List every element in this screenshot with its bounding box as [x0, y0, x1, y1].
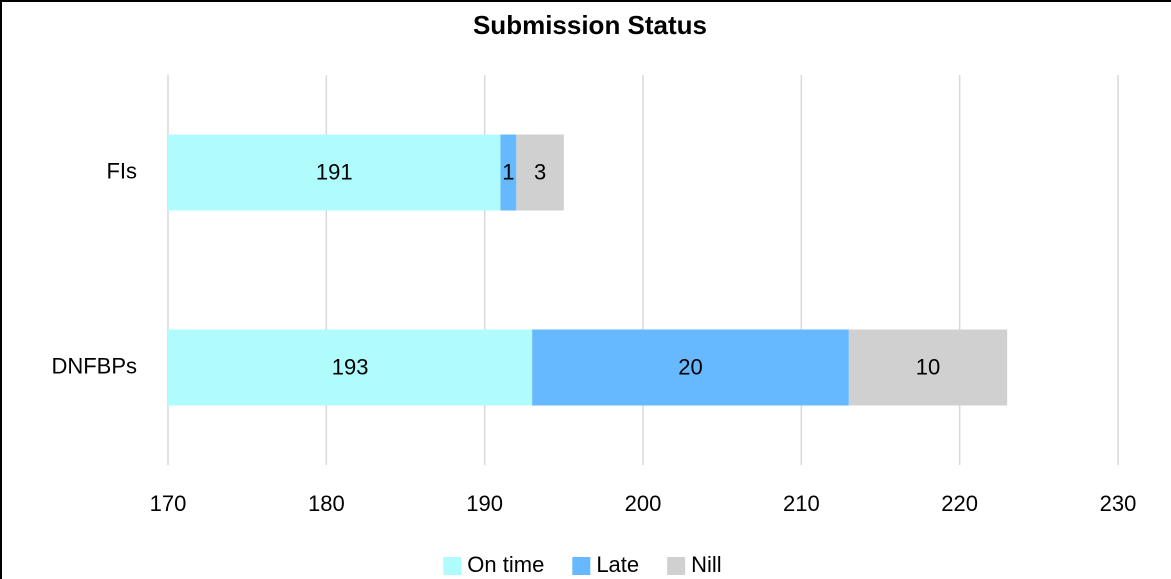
- data-label: 20: [678, 354, 702, 379]
- bar-segment: [516, 134, 564, 211]
- y-tick-label: FIs: [106, 158, 137, 183]
- x-tick-label: 220: [941, 491, 978, 516]
- legend-swatch: [667, 557, 686, 575]
- legend-swatch: [572, 557, 591, 575]
- bar-segment: [848, 329, 1008, 406]
- bar-segment: [168, 329, 533, 406]
- x-tick-label: 210: [783, 491, 820, 516]
- x-tick-label: 190: [466, 491, 503, 516]
- x-tick-label: 200: [625, 491, 662, 516]
- legend-label: Nill: [691, 552, 722, 577]
- bar-segment: [532, 329, 849, 406]
- data-label: 1: [502, 159, 514, 184]
- y-tick-label: DNFBPs: [51, 353, 137, 378]
- bar-segment: [500, 134, 517, 211]
- legend-label: On time: [467, 552, 544, 577]
- bar-segment: [168, 134, 501, 211]
- data-label: 3: [534, 159, 546, 184]
- data-label: 10: [916, 354, 940, 379]
- data-label: 191: [316, 159, 353, 184]
- legend-swatch: [443, 557, 462, 575]
- x-tick-label: 180: [308, 491, 345, 516]
- data-label: 193: [332, 354, 369, 379]
- chart-title: Submission Status: [473, 10, 707, 40]
- x-tick-label: 230: [1100, 491, 1137, 516]
- x-tick-label: 170: [150, 491, 187, 516]
- legend-label: Late: [596, 552, 639, 577]
